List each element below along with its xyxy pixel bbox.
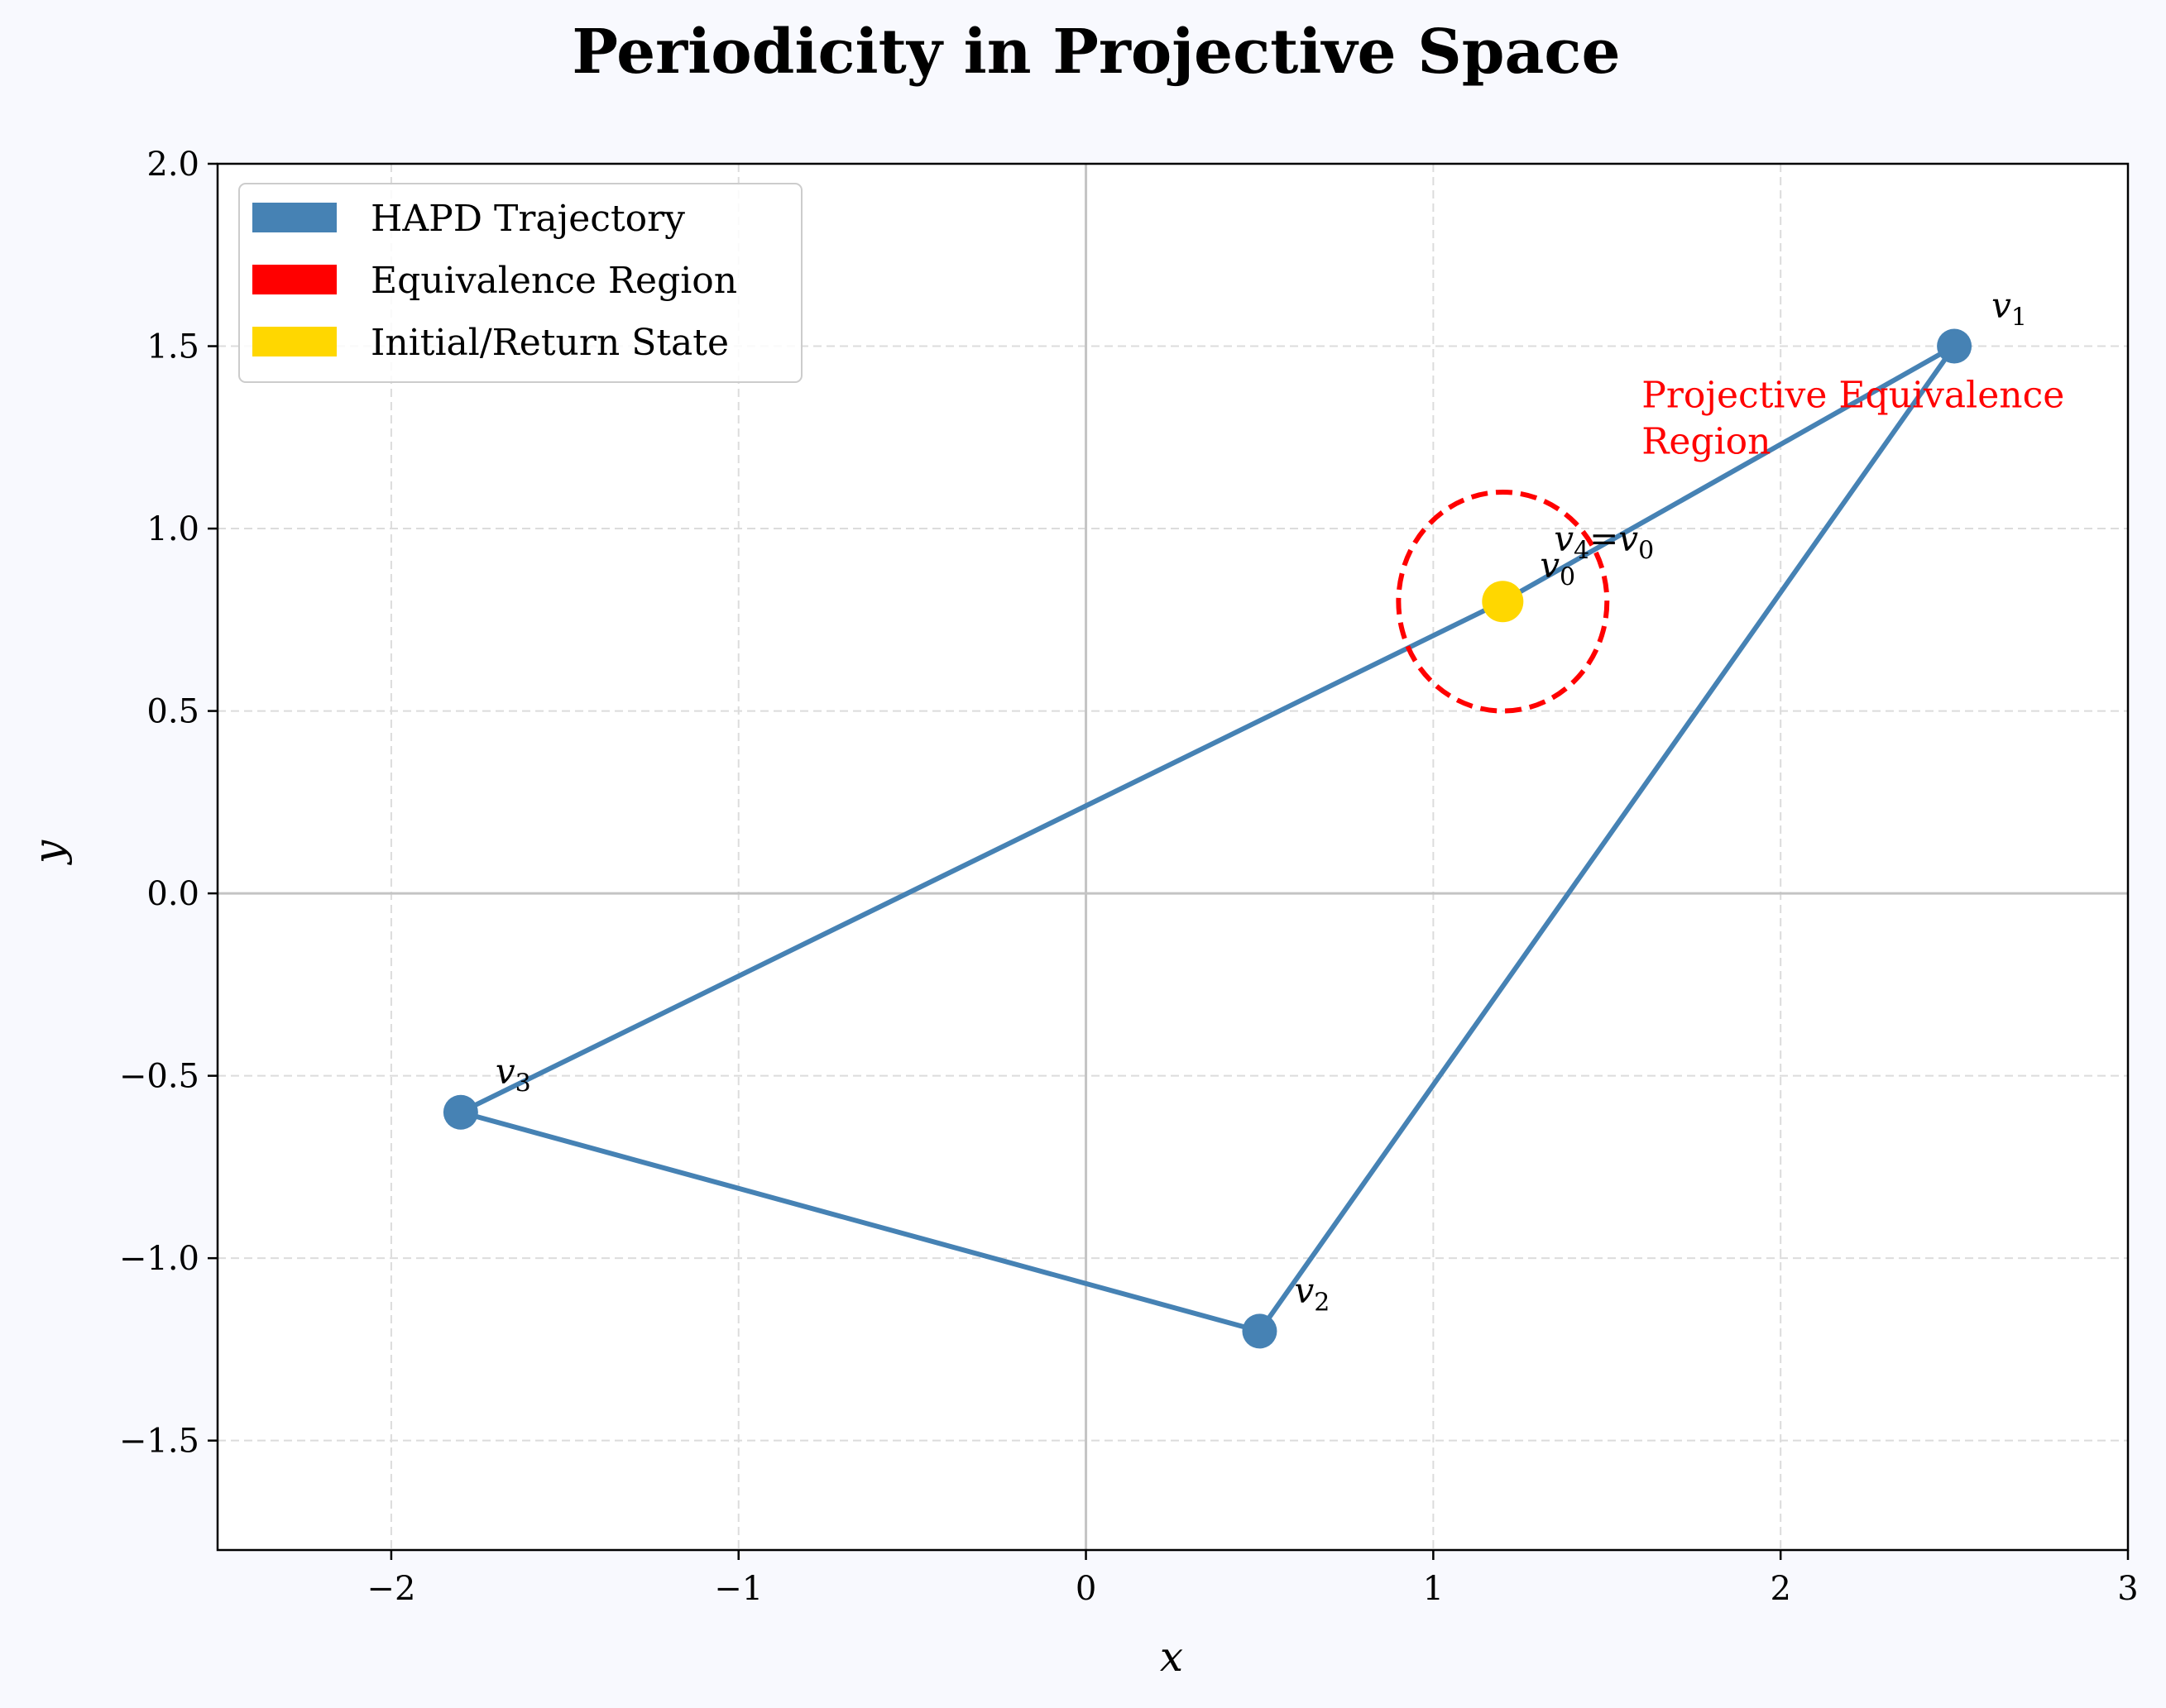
x-tick-label: 3 <box>2117 1570 2138 1608</box>
legend-swatch <box>252 203 337 232</box>
y-tick-label: −1.0 <box>119 1240 199 1278</box>
y-tick-label: 1.0 <box>146 510 199 548</box>
y-axis-label: y <box>25 840 73 865</box>
y-tick-label: 1.5 <box>146 328 199 366</box>
legend-swatch <box>252 265 337 294</box>
series-layer: v0 v1 v2 v3 v4=v0 Projective EquivalenceRegio… <box>443 285 2064 1349</box>
x-tick-label: −1 <box>714 1570 763 1608</box>
chart-title: Periodicity in Projective Space <box>572 17 1620 88</box>
y-tick-label: 0.5 <box>146 693 199 731</box>
x-tick-label: 1 <box>1423 1570 1444 1608</box>
y-tick-label: −0.5 <box>119 1058 199 1096</box>
initial-state-marker <box>1482 581 1524 623</box>
plot-background <box>218 164 2128 1550</box>
vertex-label-v1: v1 <box>1991 285 2027 333</box>
y-tick-label: −1.5 <box>119 1423 199 1461</box>
legend: HAPD Trajectory Equivalence Region Initial… <box>238 183 803 383</box>
region-label-line1: Projective Equivalence <box>1641 375 2064 417</box>
x-ticks: −2 −1 0 1 2 3 <box>367 1550 2139 1608</box>
zero-axis-lines <box>218 164 2128 1550</box>
legend-label: Initial/Return State <box>371 322 729 364</box>
vertex-label-v3: v3 <box>496 1051 531 1098</box>
point-marker <box>1242 1313 1277 1349</box>
vertex-label-v2: v2 <box>1294 1270 1330 1317</box>
point-marker <box>1937 328 1972 364</box>
x-tick-label: −2 <box>367 1570 415 1608</box>
y-ticks: −1.5 −1.0 −0.5 0.0 0.5 1.0 1.5 2.0 <box>119 146 218 1461</box>
legend-box <box>238 183 803 383</box>
equivalence-region-circle <box>1396 489 1610 714</box>
x-tick-label: 0 <box>1076 1570 1096 1608</box>
vertex-label-v0: v0 <box>1540 544 1575 591</box>
region-label-line2: Region <box>1641 421 1771 463</box>
plot-frame-rect <box>216 162 2130 1552</box>
point-marker <box>443 1094 478 1130</box>
legend-swatch <box>252 327 337 356</box>
x-tick-label: 2 <box>1770 1570 1790 1608</box>
y-tick-label: 0.0 <box>146 875 199 913</box>
return-label: v4=v0 <box>1554 518 1654 565</box>
legend-label: Equivalence Region <box>371 260 737 302</box>
plot-frame <box>216 162 2130 1552</box>
x-axis-label: x <box>1160 1633 1183 1681</box>
legend-label: HAPD Trajectory <box>371 198 685 240</box>
y-tick-label: 2.0 <box>146 146 199 184</box>
plot-area <box>218 164 2128 1550</box>
